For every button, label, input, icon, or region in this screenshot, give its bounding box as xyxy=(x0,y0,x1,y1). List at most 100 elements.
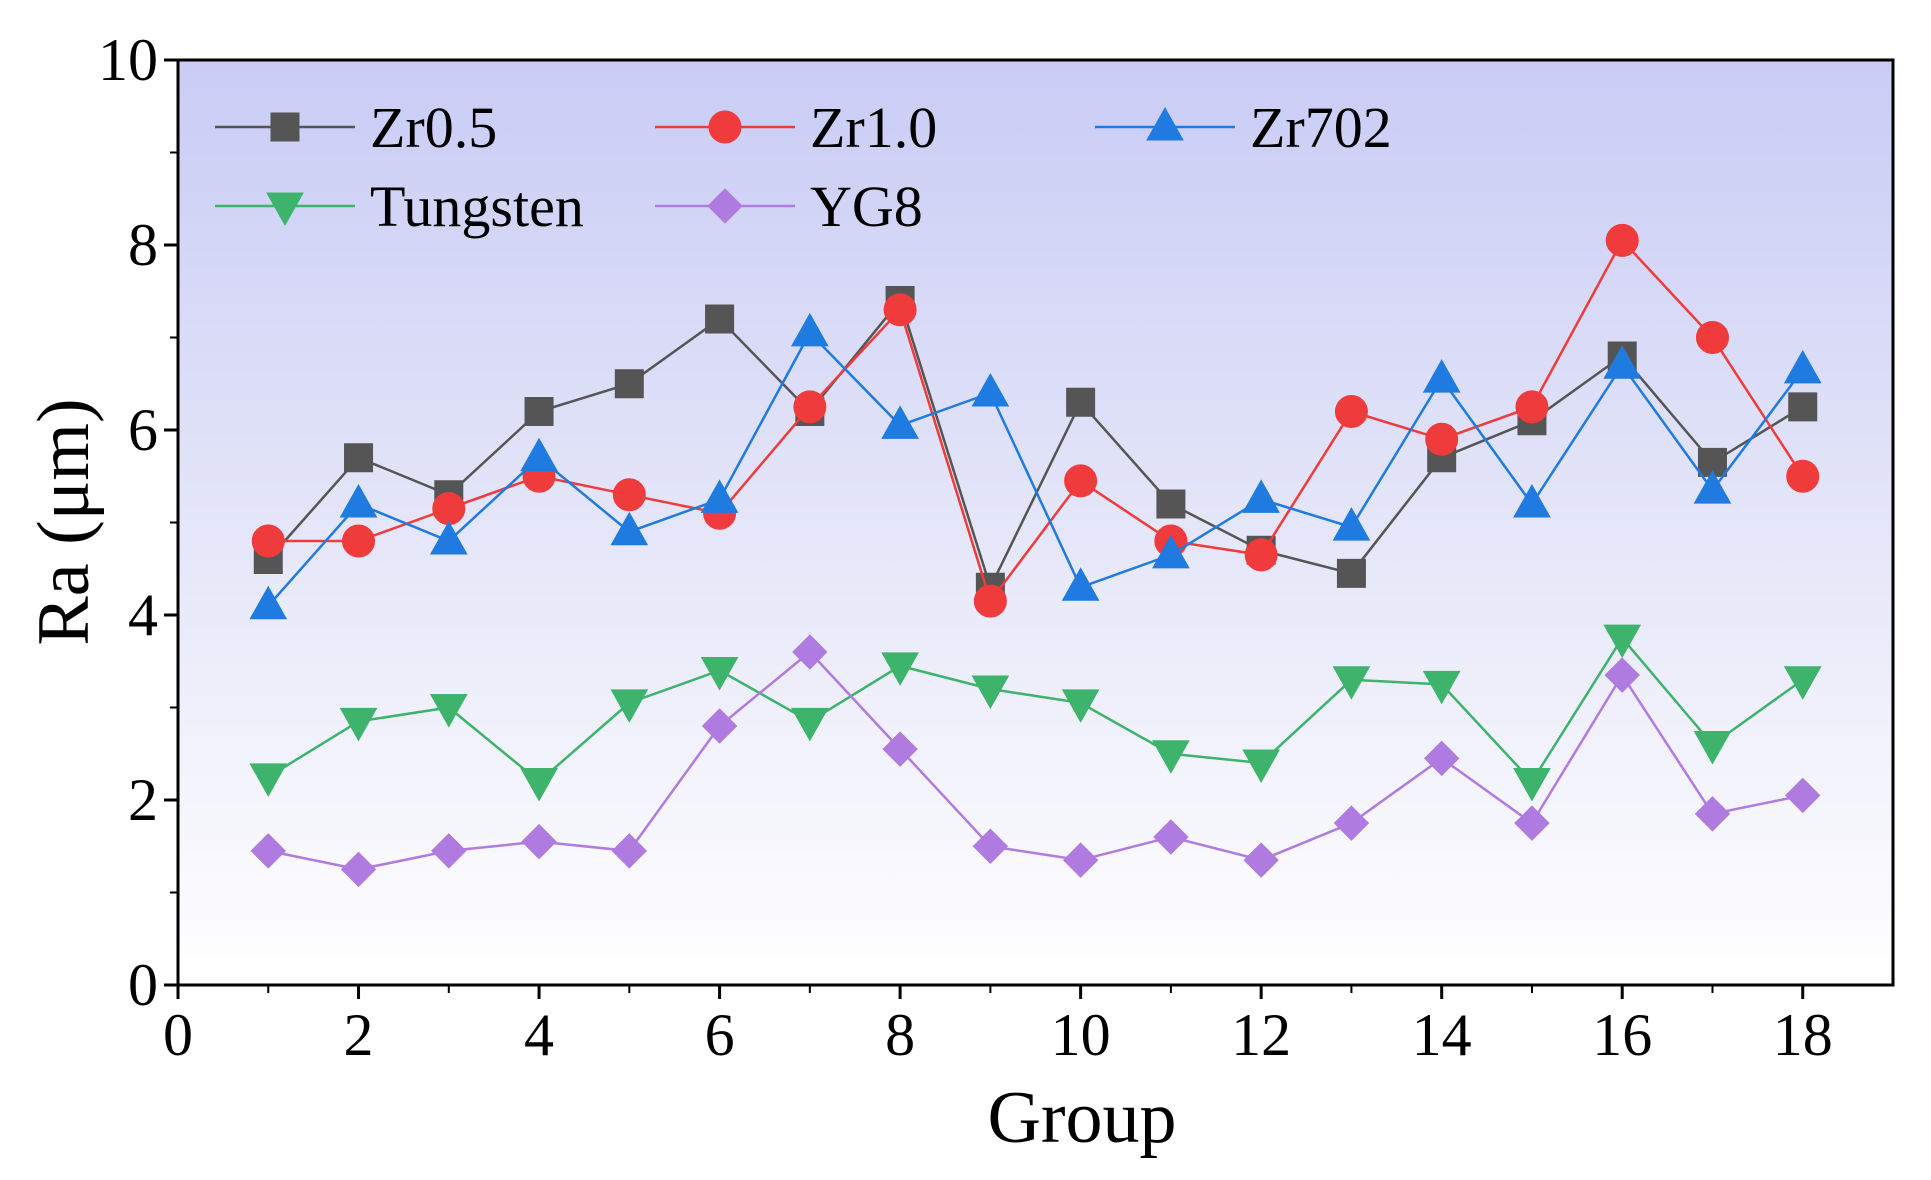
legend-marker-zr0-5 xyxy=(270,112,300,142)
plot-background xyxy=(178,60,1893,985)
data-point-yg8-5 xyxy=(611,833,648,869)
legend-item-yg8: YG8 xyxy=(655,174,923,239)
x-tick-label-6: 6 xyxy=(705,1002,735,1068)
data-point-zr1-0-12 xyxy=(1244,538,1278,572)
x-tick-label-8: 8 xyxy=(885,1002,915,1068)
data-point-yg8-10 xyxy=(1062,842,1099,878)
data-point-zr0-5-2 xyxy=(344,443,374,473)
data-point-tungsten-14 xyxy=(1422,670,1461,705)
legend-marker-zr702 xyxy=(1146,106,1184,141)
data-point-zr1-0-3 xyxy=(432,492,466,526)
data-point-tungsten-6 xyxy=(700,657,739,691)
data-point-zr702-4 xyxy=(520,437,558,472)
data-point-yg8-4 xyxy=(521,823,557,860)
data-point-tungsten-12 xyxy=(1242,749,1281,784)
data-point-zr702-10 xyxy=(1061,567,1100,601)
data-point-zr702-18 xyxy=(1783,349,1822,384)
data-point-yg8-11 xyxy=(1153,819,1189,855)
data-point-tungsten-3 xyxy=(429,694,468,728)
legend: Zr0.5 Zr1.0 Zr702 Tungsten YG8 xyxy=(215,95,1392,239)
x-tick-label-10: 10 xyxy=(1051,1002,1111,1068)
data-point-zr702-14 xyxy=(1422,359,1461,393)
y-tick-label-2: 2 xyxy=(128,767,158,833)
data-point-zr1-0-13 xyxy=(1334,395,1368,428)
data-point-zr702-13 xyxy=(1332,507,1371,541)
x-axis-title: Group xyxy=(987,1077,1176,1159)
data-point-tungsten-18 xyxy=(1783,666,1822,700)
data-point-yg8-17 xyxy=(1694,796,1731,832)
data-point-tungsten-17 xyxy=(1693,731,1732,765)
data-point-yg8-14 xyxy=(1423,740,1460,777)
data-point-zr1-0-16 xyxy=(1605,223,1639,257)
y-tick-label-8: 8 xyxy=(128,212,158,278)
data-point-zr1-0-1 xyxy=(251,524,285,558)
data-point-tungsten-5 xyxy=(610,689,649,723)
legend-label-tungsten: Tungsten xyxy=(370,174,584,239)
data-point-zr702-15 xyxy=(1513,483,1551,518)
data-point-zr0-5-11 xyxy=(1156,489,1186,519)
data-point-tungsten-11 xyxy=(1152,740,1190,774)
data-point-yg8-9 xyxy=(972,828,1009,864)
legend-marker-yg8 xyxy=(707,188,743,224)
legend-marker-zr1-0 xyxy=(708,110,742,144)
data-point-zr702-9 xyxy=(971,372,1010,407)
data-point-yg8-8 xyxy=(882,731,918,767)
data-point-zr1-0-5 xyxy=(612,478,646,512)
data-point-zr1-0-10 xyxy=(1064,464,1098,498)
data-point-zr0-5-18 xyxy=(1788,392,1818,422)
legend-marker-tungsten xyxy=(266,192,304,227)
data-point-zr1-0-2 xyxy=(342,524,376,558)
data-point-zr702-1 xyxy=(249,585,288,620)
x-tick-label-0: 0 xyxy=(163,1002,193,1068)
x-tick-label-16: 16 xyxy=(1592,1002,1652,1068)
data-point-tungsten-1 xyxy=(249,763,288,797)
data-point-zr702-17 xyxy=(1693,470,1732,504)
legend-item-zr0-5: Zr0.5 xyxy=(215,95,497,160)
data-point-zr0-5-13 xyxy=(1336,558,1366,588)
data-point-zr1-0-15 xyxy=(1515,390,1549,424)
x-tick-label-2: 2 xyxy=(344,1002,374,1068)
data-point-tungsten-4 xyxy=(520,768,558,802)
y-tick-label-10: 10 xyxy=(98,27,158,93)
data-point-zr702-2 xyxy=(339,483,378,518)
y-axis-title: Ra (μm) xyxy=(23,398,105,645)
data-point-tungsten-15 xyxy=(1513,768,1551,802)
x-tick-label-12: 12 xyxy=(1231,1002,1291,1068)
data-point-zr702-12 xyxy=(1242,479,1281,513)
data-point-yg8-16 xyxy=(1604,657,1640,693)
data-point-zr702-7 xyxy=(790,312,829,347)
data-point-zr0-5-5 xyxy=(614,369,644,399)
legend-label-yg8: YG8 xyxy=(810,174,923,239)
series-zr1-0 xyxy=(251,223,1820,618)
data-point-yg8-15 xyxy=(1514,805,1550,841)
data-point-yg8-6 xyxy=(701,708,738,744)
data-point-zr702-3 xyxy=(429,520,468,555)
data-point-zr1-0-17 xyxy=(1695,321,1729,354)
data-point-tungsten-16 xyxy=(1603,624,1642,659)
legend-label-zr0-5: Zr0.5 xyxy=(370,95,497,160)
data-point-zr702-11 xyxy=(1152,534,1190,569)
data-point-tungsten-13 xyxy=(1332,666,1371,700)
data-point-tungsten-10 xyxy=(1061,689,1100,723)
y-tick-label-4: 4 xyxy=(128,582,158,648)
data-point-tungsten-2 xyxy=(339,707,378,742)
data-point-zr1-0-7 xyxy=(793,390,827,424)
y-tick-label-0: 0 xyxy=(128,952,158,1018)
legend-item-zr702: Zr702 xyxy=(1095,95,1392,160)
x-tick-label-14: 14 xyxy=(1412,1002,1472,1068)
data-point-zr0-5-10 xyxy=(1066,387,1096,417)
data-point-tungsten-8 xyxy=(881,652,919,686)
axes-layer: 0 2 4 6 8 10 12 14 16 18 0 2 4 6 8 10 xyxy=(98,27,1895,1068)
data-point-yg8-2 xyxy=(340,851,377,888)
data-point-yg8-18 xyxy=(1785,777,1821,814)
data-point-zr702-5 xyxy=(610,511,649,546)
data-point-yg8-1 xyxy=(250,833,286,869)
series-line-zr702 xyxy=(267,330,1804,607)
data-point-zr702-16 xyxy=(1603,345,1642,379)
x-tick-label-4: 4 xyxy=(524,1002,554,1068)
data-point-zr1-0-9 xyxy=(973,584,1007,618)
data-point-zr702-6 xyxy=(700,479,739,513)
series-tungsten xyxy=(249,624,1822,802)
data-point-yg8-12 xyxy=(1243,842,1279,878)
